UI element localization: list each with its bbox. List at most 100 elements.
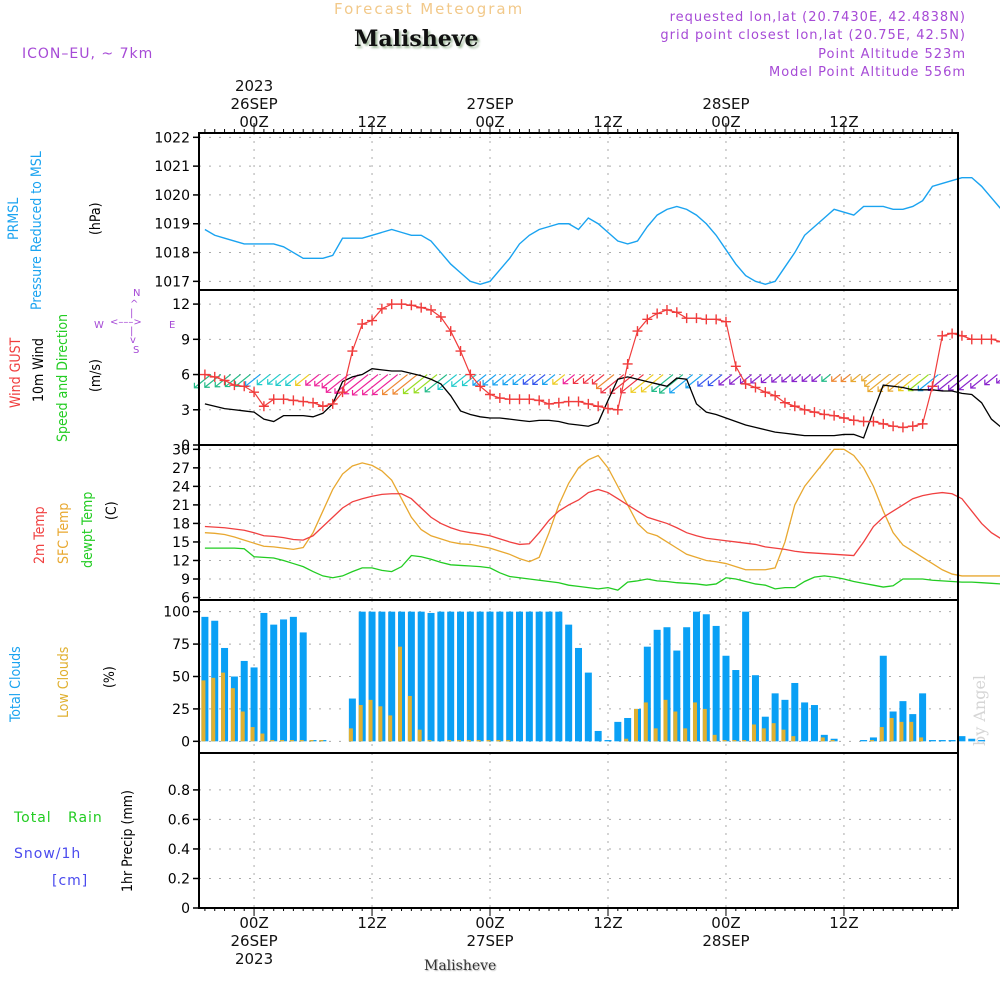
gust-marker [534,395,545,406]
gust-marker [976,334,987,345]
wind-arrow [413,374,438,394]
wind-arrowhead [840,376,847,383]
wind-arrowhead [600,387,607,394]
wind-arrow [917,374,939,392]
wind-arrowhead [760,377,767,384]
total-clouds-bar [447,611,455,742]
x-label-bottom: 12Z [829,914,858,932]
gust-marker [249,387,260,398]
total-clouds-bar [594,730,602,742]
wind-arrowhead [864,381,870,387]
wind-arrowhead [193,382,200,389]
low-clouds-bar [240,711,245,742]
total-clouds-bar [565,624,573,742]
wind-arrow [343,374,369,395]
total-clouds-bar [486,611,494,742]
wind-arrowhead [542,379,548,385]
wind-arrowhead [685,382,691,389]
gust-marker [661,304,672,315]
total-clouds-bar [270,624,278,742]
total-clouds-bar [928,740,936,742]
wind-arrowhead [234,381,241,387]
total-clouds-bar [722,655,730,742]
wind-arrowhead [562,378,569,385]
wind-arrow [781,374,792,383]
low-clouds-bar [230,688,235,742]
wind-arrowhead [659,388,665,394]
low-clouds-bar [712,734,717,742]
chart-subtitle: Forecast Meteogram [334,0,525,18]
wind-arrowhead [707,380,714,387]
2m-temp-line [204,488,1000,557]
low-clouds-bar [771,723,776,742]
gust-marker [573,396,584,407]
x-label-top: 12Z [829,113,858,131]
gust-marker [199,369,210,380]
compass-e: E [169,320,176,331]
y-tick-label: 12 [172,297,190,313]
wind-arrowhead [582,378,589,384]
label-total-rain: Total Rain [14,810,103,826]
gust-marker [524,394,535,405]
wind-arrowhead [492,379,498,386]
total-clouds-bar [919,693,927,742]
low-clouds-bar [820,737,825,742]
total-clouds-bar [457,611,465,742]
total-clouds-bar [525,611,533,742]
y-tick-label: 50 [172,670,190,686]
gust-marker [720,316,731,327]
gust-marker [544,398,555,409]
wind-arrowhead [651,386,657,392]
low-clouds-bar [221,672,226,742]
gust-marker [308,397,319,408]
wind-arrowhead [256,379,263,386]
wind-arrow [275,374,290,386]
low-clouds-bar [633,708,638,742]
wind-arrowhead [392,388,399,395]
gust-marker [730,361,741,372]
gust-marker [406,300,417,311]
total-clouds-bar [201,616,209,742]
gust-marker [966,334,977,345]
wind-arrow [352,374,379,396]
gust-marker [947,328,958,339]
wind-arrowhead [314,380,320,387]
gust-marker [357,319,368,330]
x-label-bottom: 12Z [593,914,622,932]
x-label-top: 00Z [239,113,268,131]
low-clouds-bar [211,677,216,742]
low-clouds-bar [683,728,688,742]
total-clouds-bar [466,611,474,742]
gust-marker [986,334,997,345]
total-clouds-bar [407,611,415,742]
wind-arrowhead [224,381,231,388]
gust-marker [897,422,908,433]
wind-arrow [596,374,615,389]
low-clouds-bar [889,717,894,742]
wind-arrowhead [630,387,637,393]
gust-marker [386,299,397,310]
wind-arrowhead [461,380,468,387]
wind-arrow [295,374,310,386]
y-tick-label: 6 [181,368,190,384]
wind-arrow [840,374,851,382]
x-label-top: 28SEP [702,95,749,113]
gust-marker [809,407,820,418]
wind-arrow [392,374,418,395]
total-clouds-bar [692,611,700,742]
compass-arrows: ^ | <–––> | v [110,299,142,346]
low-clouds-bar [791,736,796,742]
wind-arrowhead [502,379,509,386]
gust-marker [376,303,387,314]
total-clouds-bar [801,702,809,742]
wind-arrow [562,374,576,385]
total-clouds-bar [280,619,288,742]
low-clouds-bar [299,740,304,742]
wind-arrow [908,374,929,392]
panel-frame [198,132,959,291]
total-clouds-bar [683,627,691,742]
wind-arrowhead [351,389,358,396]
wind-arrow [235,374,251,387]
wind-arrowhead [482,379,489,386]
wind-arrowhead [609,388,616,394]
